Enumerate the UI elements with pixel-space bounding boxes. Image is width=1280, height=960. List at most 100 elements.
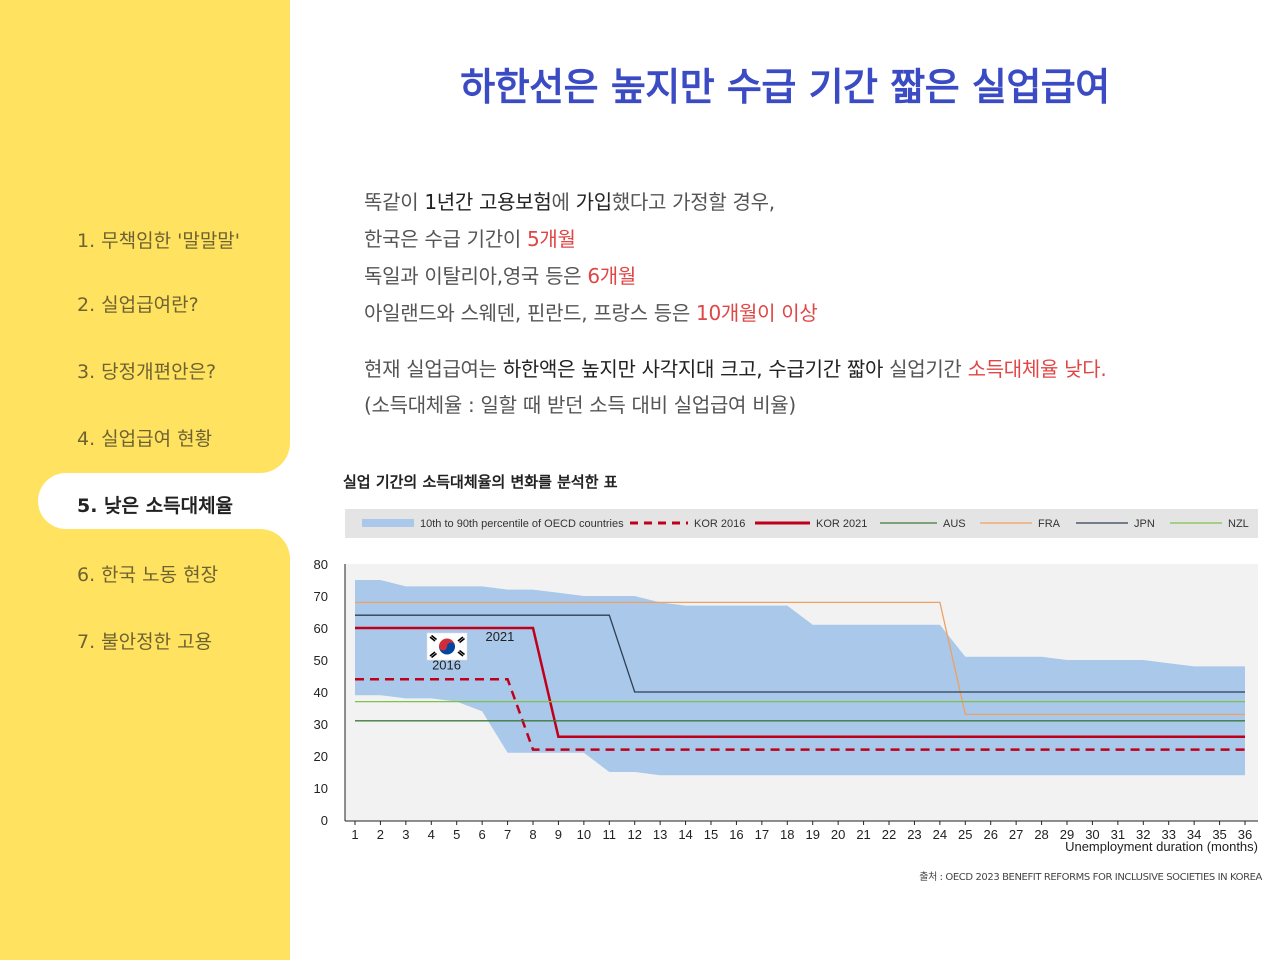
para1-line3: 독일과 이탈리아,영국 등은 6개월 (364, 260, 636, 289)
series-line-kor-2016 (355, 677, 1245, 751)
legend-label-nzl: NZL (1228, 518, 1249, 530)
text: 실업기간 (883, 357, 968, 381)
y-tick-label: 70 (314, 589, 328, 604)
x-tick-label: 15 (704, 827, 718, 842)
x-tick-label: 1 (351, 827, 358, 842)
source-note: 출처 : OECD 2023 BENEFIT REFORMS FOR INCLU… (919, 872, 1262, 883)
active-tab-notch-bottom (252, 529, 290, 567)
sidebar-item-3[interactable]: 3. 당정개편안은? (77, 361, 217, 383)
annotation-2021: 2021 (485, 629, 514, 644)
active-tab-highlight (38, 473, 290, 529)
x-tick-label: 25 (958, 827, 972, 842)
text-highlight: 6개월 (587, 264, 636, 288)
legend-swatch-band (362, 519, 414, 527)
legend-label-fra: FRA (1038, 518, 1061, 530)
page-title: 하한선은 높지만 수급 기간 짧은 실업급여 (460, 65, 1110, 109)
x-tick-label: 34 (1187, 827, 1201, 842)
text: 에 (551, 190, 576, 214)
x-tick-label: 14 (678, 827, 692, 842)
sidebar-item-6[interactable]: 6. 한국 노동 현장 (77, 564, 219, 586)
x-tick-label: 36 (1238, 827, 1252, 842)
series-line-jpn (355, 614, 1245, 693)
x-tick-label: 21 (856, 827, 870, 842)
series-lines (355, 601, 1245, 751)
x-tick-label: 13 (653, 827, 667, 842)
x-tick-label: 32 (1136, 827, 1150, 842)
text-emphasis: 하한액은 높지만 사각지대 크고, 수급기간 짧아 (502, 357, 884, 381)
legend-label-kor-2016: KOR 2016 (694, 518, 745, 530)
sidebar-item-5-active[interactable]: 5. 낮은 소득대체율 (77, 495, 234, 517)
text-highlight: 5개월 (526, 227, 576, 251)
x-tick-label: 16 (729, 827, 743, 842)
text: (소득대체율 : 일할 때 받던 소득 대비 실업급여 비율) (364, 393, 796, 417)
percentile-band (355, 580, 1245, 776)
x-tick-label: 17 (755, 827, 769, 842)
percentile-band-area (355, 580, 1245, 776)
x-tick-label: 31 (1111, 827, 1125, 842)
series-line-kor-2021 (355, 626, 1245, 739)
x-tick-label: 28 (1034, 827, 1048, 842)
x-tick-label: 23 (907, 827, 921, 842)
x-tick-label: 20 (831, 827, 845, 842)
sidebar-item-4[interactable]: 4. 실업급여 현황 (77, 428, 213, 450)
sidebar-item-2[interactable]: 2. 실업급여란? (77, 294, 199, 316)
x-tick-label: 35 (1212, 827, 1226, 842)
y-tick-label: 80 (314, 557, 328, 572)
text: 한국은 수급 기간이 (364, 227, 527, 251)
x-tick-label: 3 (402, 827, 409, 842)
x-tick-label: 11 (603, 827, 617, 842)
y-tick-label: 40 (314, 685, 328, 700)
text: 아일랜드와 스웨덴, 핀란드, 프랑스 등은 (364, 301, 697, 325)
x-tick-label: 19 (805, 827, 819, 842)
x-tick-label: 7 (504, 827, 511, 842)
text-highlight: 10개월이 이상 (696, 301, 818, 325)
text: 똑같이 (364, 190, 425, 214)
x-tick-label: 10 (577, 827, 591, 842)
annotation-2016: 2016 (432, 658, 461, 673)
text: 독일과 이탈리아,영국 등은 (364, 264, 588, 288)
x-tick-label: 4 (428, 827, 435, 842)
sidebar-item-7[interactable]: 7. 불안정한 고용 (77, 631, 213, 653)
y-tick-label: 60 (314, 621, 328, 636)
x-tick-label: 18 (780, 827, 794, 842)
x-tick-label: 26 (983, 827, 997, 842)
x-tick-label: 30 (1085, 827, 1099, 842)
x-tick-label: 24 (933, 827, 947, 842)
y-tick-label: 0 (321, 813, 328, 828)
active-tab-notch-top (252, 435, 290, 473)
annotations: 2021 2016 (432, 629, 514, 673)
text: 했다고 가정할 경우, (611, 190, 775, 214)
legend-label-kor-2021: KOR 2021 (816, 518, 867, 530)
y-tick-label: 30 (314, 717, 328, 732)
para2-line1: 현재 실업급여는 하한액은 높지만 사각지대 크고, 수급기간 짧아 실업기간 … (364, 353, 1107, 382)
x-tick-label: 5 (453, 827, 460, 842)
x-tick-label: 29 (1060, 827, 1074, 842)
series-line-fra (355, 601, 1245, 716)
text-emphasis: 가입 (575, 190, 613, 214)
text: 현재 실업급여는 (364, 357, 503, 381)
y-tick-label: 20 (314, 749, 328, 764)
sidebar-item-1[interactable]: 1. 무책임한 '말말말' (77, 230, 241, 252)
x-tick-label: 12 (627, 827, 641, 842)
para2-line2: (소득대체율 : 일할 때 받던 소득 대비 실업급여 비율) (364, 389, 796, 418)
y-tick-label: 10 (314, 781, 328, 796)
chart-title: 실업 기간의 소득대체율의 변화를 분석한 표 (343, 473, 618, 491)
replacement-rate-chart: 10th to 90th percentile of OECD countrie… (314, 509, 1258, 854)
legend-label-aus: AUS (943, 518, 966, 530)
x-axis-title: Unemployment duration (months) (1065, 839, 1258, 854)
text-emphasis: 1년간 고용보험 (424, 190, 552, 214)
para1-line4: 아일랜드와 스웨덴, 핀란드, 프랑스 등은 10개월이 이상 (364, 297, 818, 326)
x-tick-label: 33 (1161, 827, 1175, 842)
x-tick-label: 9 (555, 827, 562, 842)
x-tick-label: 22 (882, 827, 896, 842)
x-tick-label: 8 (529, 827, 536, 842)
y-tick-label: 50 (314, 653, 328, 668)
x-tick-label: 2 (377, 827, 384, 842)
para1-line1: 똑같이 1년간 고용보험에 가입했다고 가정할 경우, (364, 186, 775, 215)
text-highlight: 소득대체율 낮다. (967, 357, 1107, 381)
legend: 10th to 90th percentile of OECD countrie… (362, 518, 1249, 530)
korea-flag-icon (426, 632, 468, 661)
x-tick-label: 6 (479, 827, 486, 842)
legend-label-jpn: JPN (1134, 518, 1155, 530)
